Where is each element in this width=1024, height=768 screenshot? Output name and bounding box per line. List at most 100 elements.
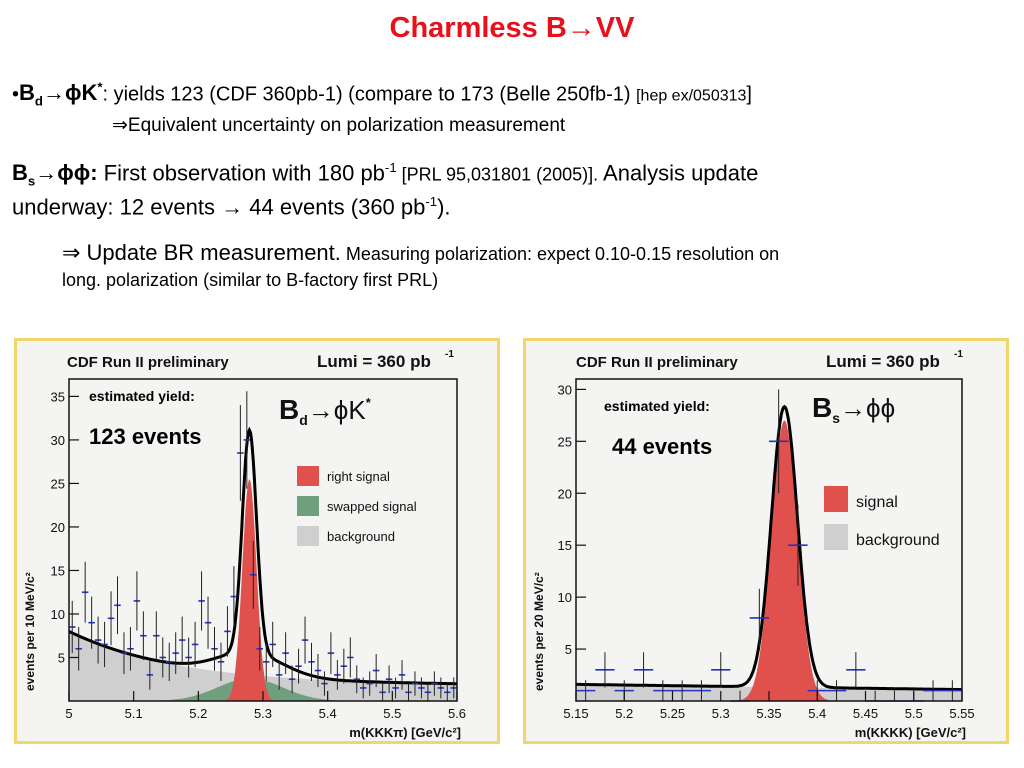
x-tick-label: 5.3 [712,706,730,721]
data-point [431,671,438,696]
data-point [321,671,328,696]
data-point [120,632,128,675]
bullet-bs-line2: underway: 12 events → 44 events (360 pb-… [12,194,451,220]
data-point [942,680,962,701]
data-point [204,596,212,649]
data-point [334,660,341,690]
process-label: Bd→ϕK* [279,394,372,428]
x-tick-label: 5.1 [125,706,143,721]
legend-label: background [856,532,940,549]
signal-area [214,479,285,701]
data-point [217,642,225,681]
chart-panel-bs: CDF Run II preliminary Lumi = 360 pb -1 5 10… [523,338,1009,744]
data-point [146,660,154,690]
legend-swatch [824,524,848,550]
data-point [595,652,615,688]
x-tick-label: 5.2 [189,706,207,721]
chart-header-lumi: Lumi = 360 pb [826,352,940,371]
data-point [437,677,445,699]
legend-label: signal [856,494,898,511]
x-tick-label: 5.4 [319,706,337,721]
x-tick-label: 5.4 [808,706,826,721]
x-tick-label: 5 [65,706,72,721]
chart-bs-phiphi: CDF Run II preliminary Lumi = 360 pb -1 5 10… [526,341,1006,741]
annotation-value: 44 events [612,434,712,459]
data-point [411,671,419,696]
data-point [114,576,121,634]
bullet-text: : yields 123 (CDF 360pb-1) (compare to 1… [102,83,637,106]
reference: [PRL 95,031801 (2005)]. [396,164,599,185]
slide-title: Charmless B→VV [389,12,635,44]
data-point [140,611,147,661]
data-point [127,627,134,671]
data-point [923,680,943,701]
bullet-bs-phiphi: Bs→ϕϕ: First observation with 180 pb-1 [… [12,160,759,189]
x-tick-label: 5.25 [660,706,685,721]
legend-label: right signal [327,469,390,484]
data-point [243,391,251,489]
x-tick-label: 5.15 [563,706,588,721]
data-point [633,652,654,688]
data-point [133,571,141,631]
data-point [153,611,160,661]
data-point [653,680,673,701]
annotation-label: estimated yield: [604,398,710,414]
bullet-bd-phik: •Bd→ϕK*: yields 123 (CDF 360pb-1) (compa… [12,80,752,109]
data-point [198,571,205,631]
x-tick-label: 5.6 [448,706,466,721]
y-tick-label: 5 [58,650,65,665]
data-point [826,680,847,701]
y-tick-label: 30 [558,382,572,397]
x-tick-label: 5.5 [383,706,401,721]
data-point [788,504,808,586]
chart-header-lumi: Lumi = 360 pb [317,352,431,371]
y-tick-label: 25 [558,434,572,449]
data-point [159,637,166,678]
process-label: Bs→ϕϕ [812,392,895,426]
data-point [81,561,89,623]
data-point [308,642,315,681]
fit-curve [576,404,962,692]
data-point [69,600,76,654]
y-tick-label: 20 [51,520,65,535]
signal-area [719,420,850,701]
data-point [366,671,373,696]
data-point [295,648,302,684]
y-tick-label: 20 [558,486,572,501]
data-point [166,642,173,681]
data-point [301,616,309,664]
bullet-marker: • [12,83,20,106]
reference: [hep ex/050313 [636,87,747,105]
data-point [672,680,692,701]
chart-header-lumi-sup: -1 [954,349,963,360]
data-point [327,632,335,675]
chart-panel-bd: CDF Run II preliminary Lumi = 360 pb -1 5 10… [14,338,500,744]
data-point [256,627,263,671]
data-point [372,654,380,688]
data-point [101,621,108,668]
data-point [314,654,322,688]
bd-label: Bd→ϕK* [19,80,103,109]
chart-bd-phik: CDF Run II preliminary Lumi = 360 pb -1 5 10… [17,341,497,741]
x-tick-label: 5.5 [905,706,923,721]
y-tick-label: 5 [565,642,572,657]
x-axis-label: m(KKKπ) [GeV/c²] [349,725,461,740]
data-point [424,683,432,701]
data-point [340,648,348,684]
data-point [178,616,186,664]
data-point [88,596,95,649]
annotation-label: estimated yield: [89,388,195,404]
data-point [444,683,451,701]
y-tick-label: 10 [51,607,65,622]
data-point [360,677,367,699]
legend-label: background [327,529,395,544]
legend-swatch [824,486,848,512]
data-point [275,660,283,690]
x-axis-label: m(KKKK) [GeV/c²] [855,725,966,740]
y-tick-label: 30 [51,433,65,448]
data-point [237,405,244,501]
data-point [418,677,425,699]
data-point [398,660,406,690]
chart-header-left: CDF Run II preliminary [67,354,229,371]
y-tick-label: 35 [51,389,65,404]
